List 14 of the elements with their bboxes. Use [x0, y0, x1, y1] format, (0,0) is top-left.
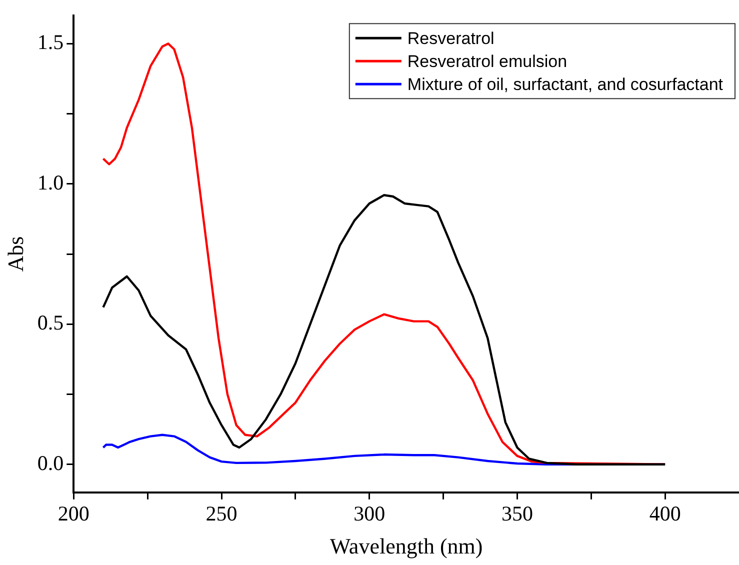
x-tick-label: 350: [501, 502, 533, 526]
legend-label: Mixture of oil, surfactant, and cosurfactant: [407, 74, 724, 94]
x-tick-label: 300: [354, 502, 386, 526]
x-tick-label: 200: [58, 502, 90, 526]
y-tick-label: 1.0: [37, 170, 64, 194]
y-tick-label: 1.5: [37, 30, 64, 54]
legend-label: Resveratrol: [407, 28, 494, 48]
y-tick-label: 0.0: [37, 450, 64, 475]
legend-label: Resveratrol emulsion: [407, 52, 568, 71]
x-axis-title: Wavelength (nm): [330, 534, 483, 559]
y-tick-label: 0.5: [37, 310, 64, 335]
x-tick-label: 400: [649, 502, 681, 526]
x-tick-label: 250: [206, 502, 238, 526]
y-axis-title: Abs: [2, 236, 28, 272]
